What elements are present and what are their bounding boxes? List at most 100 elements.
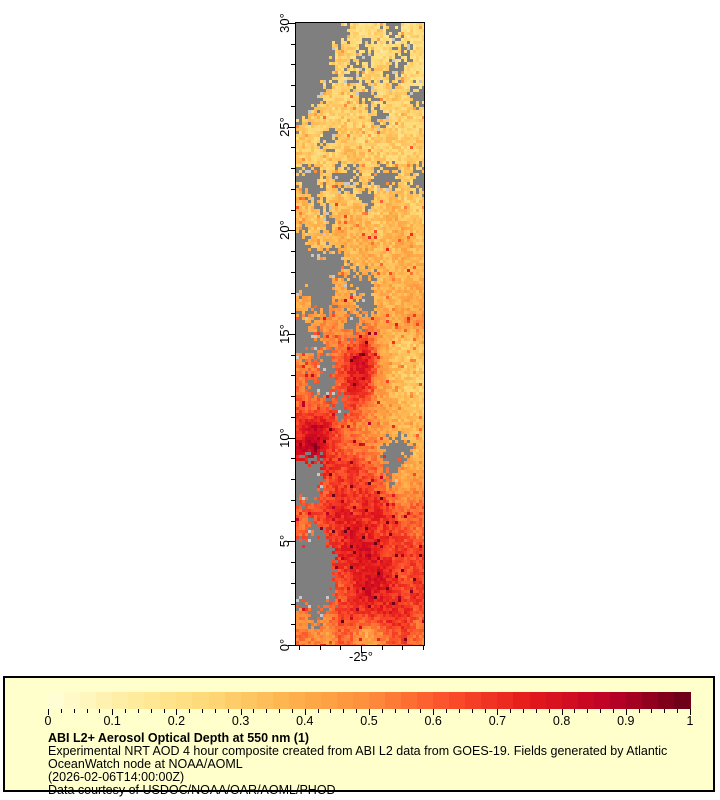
colorbar-segment (561, 692, 579, 709)
colorbar-segment (304, 692, 322, 709)
colorbar-minor-tick (394, 709, 396, 713)
lat-minor-tick (291, 583, 295, 584)
colorbar-minor-tick (638, 709, 640, 713)
colorbar-segment (64, 692, 81, 709)
map-plot-frame (295, 22, 425, 646)
colorbar-minor-tick (446, 709, 448, 713)
lat-minor-tick (291, 479, 295, 480)
colorbar-minor-tick (535, 709, 537, 713)
lon-major-tick (361, 646, 362, 653)
colorbar-minor-tick (471, 709, 473, 713)
legend-credit: Data courtesy of USDOC/NOAA/OAR/AOML/PHO… (48, 783, 336, 797)
lon-minor-tick (402, 646, 403, 650)
colorbar-minor-tick (125, 709, 127, 713)
colorbar-minor-tick (150, 709, 152, 713)
lat-major-tick (288, 23, 295, 24)
colorbar-minor-tick (279, 709, 281, 713)
lat-minor-tick (291, 313, 295, 314)
colorbar-tick-label: 0.6 (424, 714, 442, 728)
colorbar-segment (208, 692, 226, 709)
lat-tick-label: 15° (276, 324, 292, 344)
colorbar-major-tick (433, 709, 435, 715)
colorbar-tick-label: 0 (44, 714, 52, 728)
lat-tick-label: 5° (276, 534, 292, 548)
lat-minor-tick (291, 521, 295, 522)
colorbar-segment (545, 692, 563, 709)
colorbar-segment (673, 692, 691, 709)
colorbar-segment (272, 692, 290, 709)
lat-minor-tick (291, 168, 295, 169)
colorbar-segment (48, 692, 65, 709)
colorbar-tick-label: 0.4 (296, 714, 314, 728)
colorbar-minor-tick (99, 709, 101, 713)
lat-minor-tick (291, 64, 295, 65)
colorbar-segment (401, 692, 418, 709)
lat-minor-tick (291, 147, 295, 148)
colorbar-minor-tick (548, 709, 550, 713)
colorbar-segment (465, 692, 482, 709)
legend-description-line-1: Experimental NRT AOD 4 hour composite cr… (48, 744, 668, 758)
colorbar-minor-tick (420, 709, 422, 713)
aod-heatmap-canvas (296, 23, 424, 645)
lat-minor-tick (291, 604, 295, 605)
colorbar-minor-tick (612, 709, 614, 713)
lat-minor-tick (291, 293, 295, 294)
colorbar-segment (224, 692, 242, 709)
colorbar-minor-tick (214, 709, 216, 713)
lat-tick-label: 0° (276, 638, 292, 652)
colorbar-segment (160, 692, 177, 709)
lat-minor-tick (291, 355, 295, 356)
colorbar-segment (657, 692, 675, 709)
colorbar-minor-tick (291, 709, 293, 713)
colorbar-tick-label: 0.9 (617, 714, 635, 728)
colorbar-segment (385, 692, 402, 709)
lat-major-tick (288, 438, 295, 439)
colorbar-tick-label: 0.2 (167, 714, 186, 728)
colorbar-major-tick (240, 709, 242, 715)
colorbar-major-tick (304, 709, 306, 715)
colorbar-minor-tick (227, 709, 229, 713)
colorbar-segment (417, 692, 434, 709)
colorbar-major-tick (48, 709, 49, 715)
lat-tick-label: 20° (276, 220, 292, 240)
lat-minor-tick (291, 189, 295, 190)
colorbar-minor-tick (510, 709, 512, 713)
colorbar-segment (352, 692, 370, 709)
colorbar-minor-tick (266, 709, 268, 713)
lon-minor-tick (382, 646, 383, 650)
colorbar-minor-tick (574, 709, 576, 713)
colorbar-tick-label: 1 (686, 714, 694, 728)
colorbar-segment (593, 692, 611, 709)
colorbar-minor-tick (356, 709, 358, 713)
colorbar-segment (529, 692, 547, 709)
lat-major-tick (288, 230, 295, 231)
lat-minor-tick (291, 500, 295, 501)
colorbar-minor-tick (677, 709, 679, 713)
lat-tick-label: 25° (276, 117, 292, 137)
colorbar-minor-tick (600, 709, 602, 713)
colorbar-minor-tick (73, 709, 75, 713)
colorbar-segment (288, 692, 306, 709)
colorbar-minor-tick (484, 709, 486, 713)
lat-minor-tick (291, 85, 295, 86)
colorbar-minor-tick (330, 709, 332, 713)
colorbar-segment (369, 692, 386, 709)
colorbar-segment (112, 692, 129, 709)
colorbar-minor-tick (343, 709, 345, 713)
colorbar-major-tick (112, 709, 114, 715)
lat-minor-tick (291, 375, 295, 376)
colorbar-segment (577, 692, 595, 709)
lat-minor-tick (291, 417, 295, 418)
lat-minor-tick (291, 272, 295, 273)
colorbar-minor-tick (60, 709, 62, 713)
colorbar-minor-tick (253, 709, 255, 713)
colorbar-minor-tick (407, 709, 409, 713)
lat-minor-tick (291, 396, 295, 397)
lat-major-tick (288, 541, 295, 542)
lat-minor-tick (291, 562, 295, 563)
colorbar-major-tick (176, 709, 178, 715)
colorbar-segment (128, 692, 145, 709)
colorbar-major-tick (561, 709, 563, 715)
colorbar-minor-tick (458, 709, 460, 713)
